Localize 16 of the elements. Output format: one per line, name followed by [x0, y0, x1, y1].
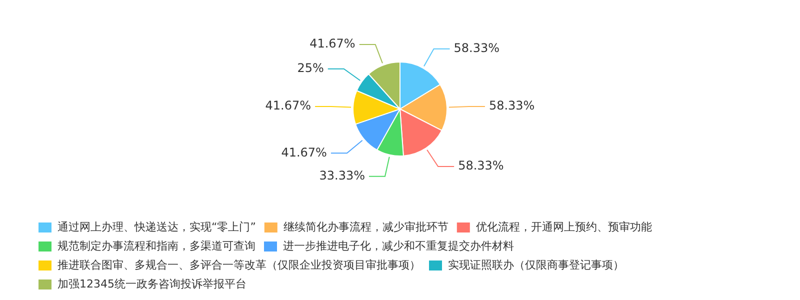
legend-label: 推进联合图审、多规合一、多评合一等改革（仅限企业投资项目审批事项） — [58, 258, 420, 272]
data-label: 58.33% — [454, 40, 500, 55]
legend-label: 规范制定办事流程和指南，多渠道可查询 — [58, 239, 256, 252]
legend-label: 继续简化办事流程，减少审批环节 — [283, 220, 448, 234]
data-label: 33.33% — [319, 168, 366, 182]
data-label: 25% — [297, 60, 324, 75]
legend-label: 优化流程，开通网上预约、预审功能 — [476, 220, 652, 234]
legend-label: 实现证照联办（仅限商事登记事项） — [448, 258, 624, 272]
data-label: 41.67% — [310, 36, 356, 51]
legend-label: 进一步推进电子化，减少和不重复提交办件材料 — [283, 239, 514, 252]
data-label: 41.67% — [281, 145, 327, 160]
data-label: 41.67% — [265, 98, 312, 113]
legend-label: 加强12345统一政务咨询投诉举报平台 — [58, 277, 246, 290]
legend-label: 通过网上办理、快递送达，实现“零上门” — [58, 220, 256, 234]
data-label: 58.33% — [488, 98, 535, 113]
data-label: 58.33% — [458, 158, 504, 173]
